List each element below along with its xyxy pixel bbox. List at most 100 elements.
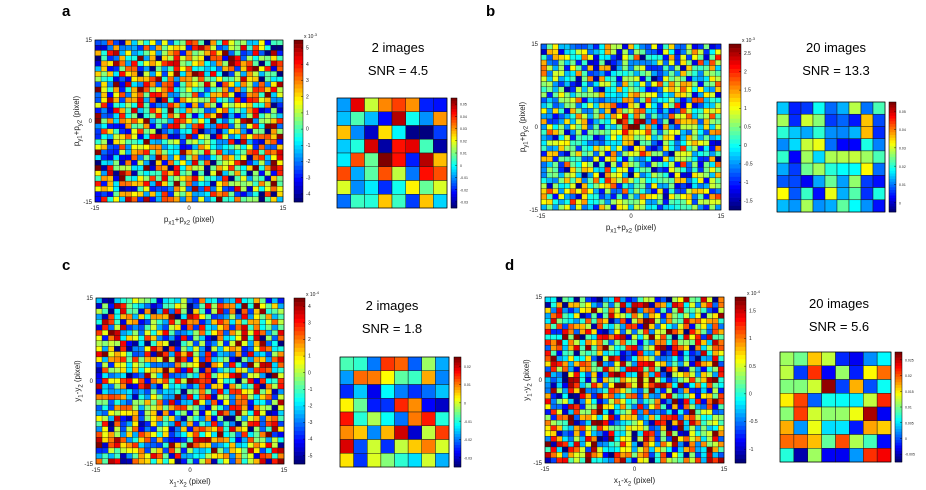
heatmap-cell-c <box>259 383 267 390</box>
axis-label-part-mid: -y <box>522 387 531 394</box>
heatmap-cell-c <box>265 356 273 363</box>
heatmap-cell-d <box>660 382 667 389</box>
axis-label-part-tail: (pixel) <box>190 215 214 224</box>
heatmap-cell-d <box>689 296 696 303</box>
heatmap-cell-a <box>191 97 199 103</box>
heatmap-cell-b <box>633 145 640 152</box>
colorbar-swatch-b <box>729 156 741 161</box>
heatmap-cell-d <box>689 398 696 405</box>
heatmap-cell-b <box>639 43 646 50</box>
heatmap-cell-d <box>637 393 644 399</box>
heatmap-cell-a <box>276 86 284 93</box>
heatmap-cell-c <box>101 340 109 347</box>
heatmap-cell-a <box>216 60 223 67</box>
heatmap-cell-a <box>161 139 168 145</box>
heatmap-cell-b <box>627 75 635 82</box>
heatmap-cell-a <box>149 196 156 203</box>
heatmap-cell-d <box>550 323 557 330</box>
colorbar-swatch-d-inset <box>895 352 902 356</box>
heatmap-cell-a <box>216 112 223 119</box>
heatmap-cell-d <box>614 441 621 448</box>
heatmap-cell-d <box>712 377 719 383</box>
heatmap-cell-d <box>642 318 650 324</box>
colorbar-swatch-b <box>729 189 741 194</box>
heatmap-cell-d <box>567 419 575 426</box>
heatmap-cell-a <box>137 102 144 109</box>
heatmap-cell-a <box>258 102 266 109</box>
heatmap-cell-b <box>662 75 669 82</box>
heatmap-cell-c <box>95 415 103 422</box>
heatmap-cell-c <box>186 447 194 454</box>
heatmap-cell-c-inset <box>380 398 395 413</box>
heatmap-cell-a <box>222 180 229 187</box>
heatmap-cell-c <box>101 426 109 433</box>
heatmap-cell-b <box>633 59 640 66</box>
heatmap-cell-b <box>610 150 617 157</box>
heatmap-cell-a <box>203 65 211 72</box>
heatmap-cell-a <box>149 102 156 109</box>
heatmap-cell-d <box>608 414 615 421</box>
heatmap-cell-a <box>113 45 120 51</box>
heatmap-cell-a <box>137 180 144 187</box>
heatmap-cell-a <box>149 175 156 182</box>
heatmap-cell-a <box>252 50 259 56</box>
heatmap-cell-d <box>677 366 684 373</box>
heatmap-cell-c <box>265 367 273 374</box>
heatmap-cell-d <box>631 425 638 432</box>
y-axis-label-c: y1-y2 (pixel) <box>73 360 85 402</box>
heatmap-cell-c <box>192 319 200 325</box>
heatmap-cell-c <box>150 308 157 315</box>
heatmap-cell-a <box>258 191 266 198</box>
heatmap-cell-a <box>94 133 102 140</box>
heatmap-cell-d <box>683 436 690 442</box>
heatmap-cell-d <box>631 355 638 362</box>
heatmap-cell-d-inset <box>863 393 878 408</box>
colorbar-swatch-d <box>735 446 746 451</box>
heatmap-cell-d <box>596 312 603 319</box>
heatmap-cell-c <box>198 388 206 395</box>
heatmap-cell-a <box>228 139 235 145</box>
heatmap-cell-c <box>223 367 230 374</box>
heatmap-cell-d <box>631 409 638 416</box>
heatmap-cell-a <box>155 149 162 156</box>
heatmap-cell-b <box>715 188 722 195</box>
heatmap-cell-c <box>156 453 163 459</box>
heatmap-cell-c <box>186 383 194 390</box>
heatmap-cell-b <box>656 204 664 211</box>
heatmap-cell-a <box>222 97 229 103</box>
heatmap-cell-d-inset <box>793 365 809 380</box>
heatmap-cell-d <box>591 355 598 362</box>
heatmap-cell-d <box>579 323 586 330</box>
heatmap-cell-a <box>222 154 229 161</box>
heatmap-cell-b <box>715 92 722 98</box>
heatmap-cell-c <box>114 458 121 465</box>
heatmap-cell-c <box>235 453 242 459</box>
heatmap-cell-d <box>596 371 603 378</box>
heatmap-cell-a <box>143 55 150 62</box>
heatmap-cell-d <box>579 345 586 351</box>
heatmap-cell-c <box>253 372 260 379</box>
heatmap-cell-b <box>610 54 617 61</box>
heatmap-cell-b <box>639 118 646 125</box>
heatmap-cell-b <box>674 81 681 88</box>
heatmap-cell-d <box>683 355 690 362</box>
heatmap-cell-a <box>106 165 114 171</box>
heatmap-cell-c <box>235 329 242 336</box>
heatmap-cell-d <box>642 393 650 399</box>
heatmap-cell-a <box>106 102 114 109</box>
heatmap-cell-d <box>700 398 707 405</box>
heatmap-cell-c <box>235 351 242 358</box>
colorbar-swatch-d-inset <box>895 418 902 422</box>
heatmap-cell-b <box>645 43 652 50</box>
colorbar-swatch-a <box>294 173 303 178</box>
heatmap-cell-a <box>149 112 156 119</box>
heatmap-cell-a <box>258 154 266 161</box>
heatmap-cell-a <box>119 196 126 203</box>
heatmap-cell-a <box>234 102 241 109</box>
heatmap-cell-b <box>685 172 693 179</box>
heatmap-cell-b <box>575 183 582 189</box>
heatmap-cell-a <box>106 81 114 88</box>
colorbar-swatch-b <box>729 139 741 144</box>
heatmap-cell-d <box>602 361 609 367</box>
heatmap-cell-b <box>558 172 565 179</box>
